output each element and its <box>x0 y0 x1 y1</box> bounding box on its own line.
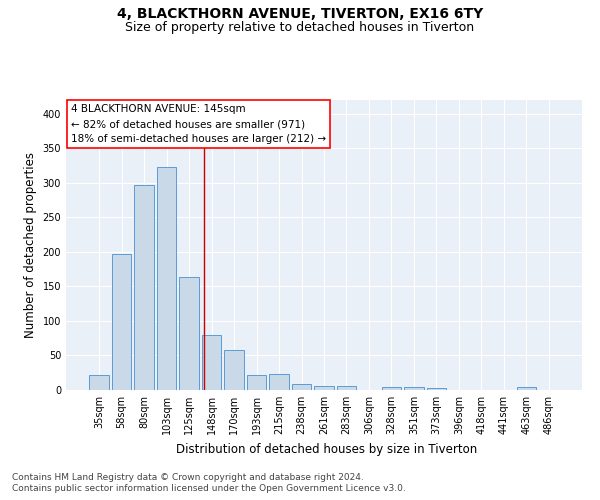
Bar <box>292 384 311 390</box>
Bar <box>269 374 289 390</box>
Bar <box>404 387 424 390</box>
Text: Contains public sector information licensed under the Open Government Licence v3: Contains public sector information licen… <box>12 484 406 493</box>
Bar <box>112 254 131 390</box>
Bar <box>157 167 176 390</box>
Bar <box>224 350 244 390</box>
Bar <box>247 375 266 390</box>
Bar <box>427 388 446 390</box>
Bar <box>337 386 356 390</box>
Bar <box>89 375 109 390</box>
Bar <box>517 387 536 390</box>
Text: Size of property relative to detached houses in Tiverton: Size of property relative to detached ho… <box>125 21 475 34</box>
Text: Distribution of detached houses by size in Tiverton: Distribution of detached houses by size … <box>176 442 478 456</box>
Bar <box>202 335 221 390</box>
Bar <box>382 387 401 390</box>
Bar <box>314 386 334 390</box>
Text: 4 BLACKTHORN AVENUE: 145sqm
← 82% of detached houses are smaller (971)
18% of se: 4 BLACKTHORN AVENUE: 145sqm ← 82% of det… <box>71 104 326 144</box>
Bar <box>134 185 154 390</box>
Text: 4, BLACKTHORN AVENUE, TIVERTON, EX16 6TY: 4, BLACKTHORN AVENUE, TIVERTON, EX16 6TY <box>117 8 483 22</box>
Bar <box>179 278 199 390</box>
Y-axis label: Number of detached properties: Number of detached properties <box>24 152 37 338</box>
Text: Contains HM Land Registry data © Crown copyright and database right 2024.: Contains HM Land Registry data © Crown c… <box>12 472 364 482</box>
